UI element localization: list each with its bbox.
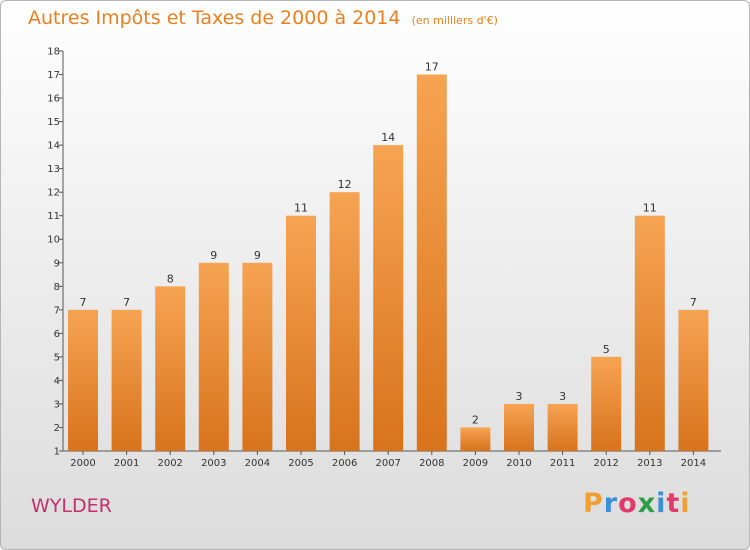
data-label: 2 [472,413,479,426]
x-tick-label: 2005 [288,458,313,469]
bar [634,215,665,451]
y-tick-label: 2 [54,423,60,434]
x-tick-label: 2014 [681,458,706,469]
x-tick-label: 2007 [375,458,400,469]
bar [678,309,709,451]
x-tick-label: 2001 [114,458,139,469]
y-tick-label: 5 [54,352,60,363]
x-tick-label: 2006 [332,458,357,469]
data-label: 8 [167,272,174,285]
data-label: 3 [559,390,566,403]
data-label: 17 [425,61,439,74]
y-tick-label: 11 [47,211,60,222]
bar [504,403,534,451]
bar [329,192,360,452]
y-tick-label: 6 [54,329,60,340]
y-tick-label: 14 [47,141,60,152]
y-tick-label: 15 [47,117,60,128]
x-tick-label: 2008 [419,458,444,469]
y-tick-label: 1 [54,447,60,458]
data-label: 5 [603,343,610,356]
y-tick-label: 7 [54,305,60,316]
commune-name: WYLDER [31,495,112,517]
proxiti-logo[interactable]: Proxiti [583,488,691,519]
logo-letter: i [680,488,691,519]
bar [155,286,186,451]
bar [373,145,404,451]
x-tick-label: 2009 [463,458,488,469]
x-tick-label: 2004 [245,458,270,469]
data-label: 3 [516,390,523,403]
bar [286,215,316,451]
y-tick-label: 9 [54,258,60,269]
data-label: 7 [80,296,87,309]
data-label: 9 [254,249,261,262]
y-tick-label: 8 [54,282,60,293]
y-tick-label: 17 [47,70,60,81]
data-label: 9 [210,249,217,262]
y-tick-label: 3 [54,399,60,410]
y-tick-label: 12 [47,188,60,199]
logo-letter: x [637,488,657,519]
logo-letter: r [603,488,619,519]
logo-letter: o [618,488,638,519]
y-tick-label: 16 [47,94,60,105]
bar [416,74,447,451]
title-row: Autres Impôts et Taxes de 2000 à 2014 (e… [28,7,498,29]
bars-group [68,74,709,452]
chart-title: Autres Impôts et Taxes de 2000 à 2014 [28,7,401,29]
x-tick-label: 2013 [637,458,662,469]
x-tick-label: 2002 [157,458,182,469]
x-tick-label: 2012 [593,458,618,469]
bar [198,262,229,451]
bar [242,262,273,451]
x-tick-label: 2010 [506,458,531,469]
y-tick-label: 18 [47,47,60,58]
logo-letter: i [656,488,667,519]
logo-letter: t [666,488,681,519]
data-label: 14 [381,131,395,144]
logo-letter: P [583,488,604,519]
bar [591,356,622,451]
bar [547,403,578,451]
labels-group: 7 2000 7 2001 8 2002 9 2003 9 2004 11 2005 12 2006 14 2… [70,61,706,469]
bar [68,309,98,451]
x-tick-label: 2000 [70,458,95,469]
data-label: 7 [690,296,697,309]
y-tick-label: 13 [47,164,60,175]
y-tick-label: 10 [47,235,60,246]
bar [460,427,491,451]
chart-unit: (en milliers d'€) [411,14,498,27]
data-label: 7 [123,296,130,309]
y-tick-label: 4 [54,376,60,387]
x-tick-label: 2003 [201,458,226,469]
data-label: 12 [338,178,352,191]
data-label: 11 [294,202,308,215]
bar [111,309,142,451]
x-tick-label: 2011 [550,458,575,469]
data-label: 11 [643,202,657,215]
